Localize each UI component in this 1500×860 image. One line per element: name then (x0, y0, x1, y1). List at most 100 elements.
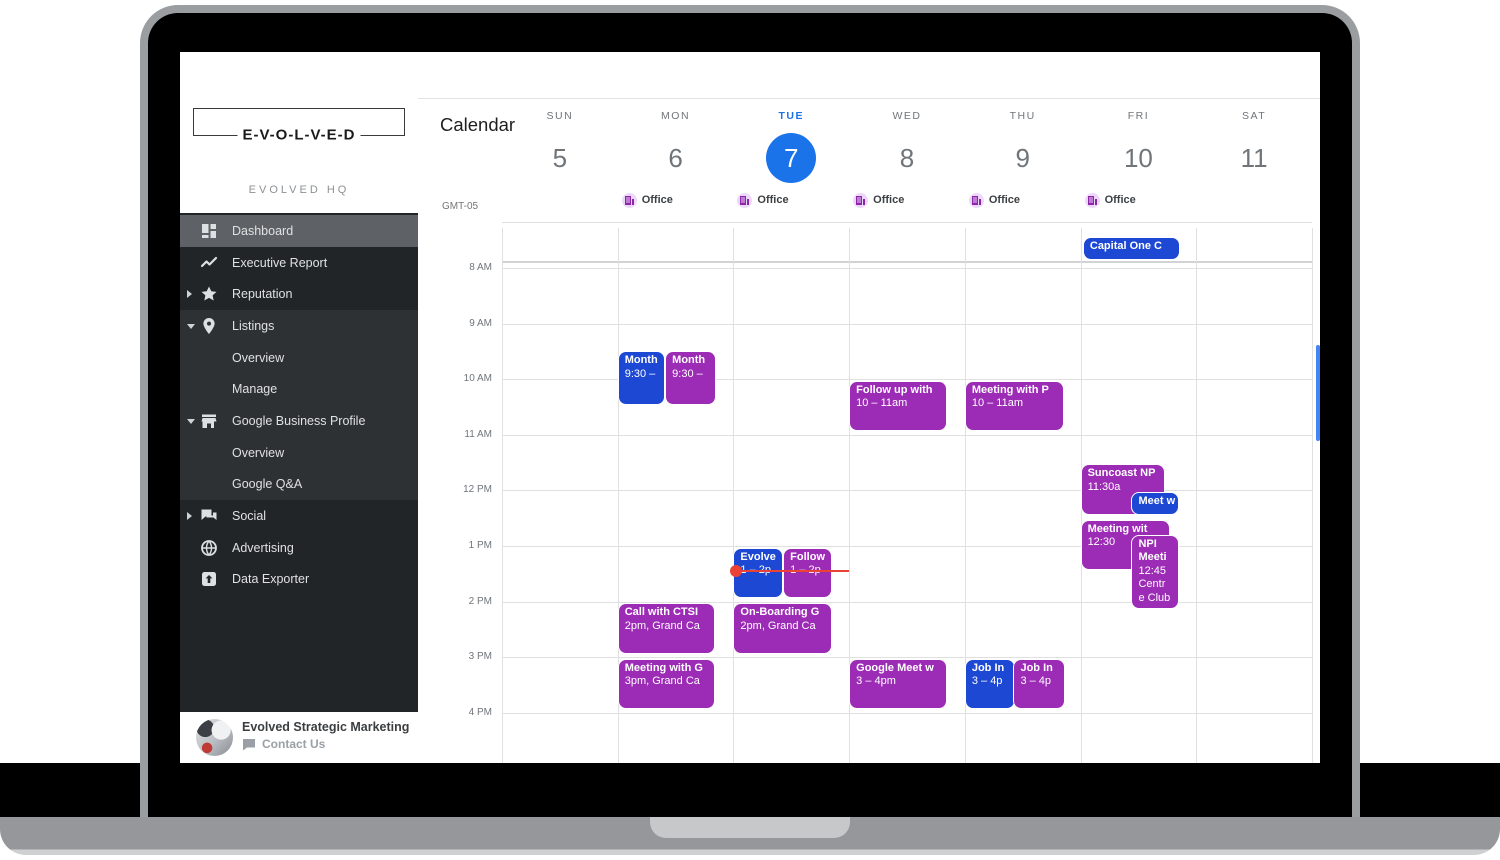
event-chip[interactable]: Suncoast NP 11:30a (1080, 464, 1166, 515)
chevron-right-icon[interactable] (187, 512, 192, 521)
sidebar-item-google-qa[interactable]: Google Q&A (180, 468, 418, 501)
sidebar-item-advertising[interactable]: Advertising (180, 532, 418, 564)
store-icon (201, 414, 217, 428)
event-time: 3pm, Grand Ca (624, 675, 700, 688)
event-chip[interactable]: Job In 3 – 4p (1013, 658, 1065, 710)
day-header-wed[interactable]: WED 8 (849, 110, 965, 200)
logo-text: E-V-O-L-V-E-D (237, 126, 361, 144)
sidebar-item-label: Social (232, 509, 267, 524)
time-label: 3 PM (468, 651, 492, 663)
sidebar-item-executive-report[interactable]: Executive Report (180, 247, 418, 279)
sidebar-item-reputation[interactable]: Reputation (180, 278, 418, 310)
event-chip[interactable]: Meeting with P 10 – 11am (964, 380, 1064, 432)
grid-column-line (733, 228, 735, 763)
sidebar-item-gbp-overview[interactable]: Overview (180, 436, 418, 469)
event-chip[interactable]: Evolve1 – 2p (733, 547, 784, 598)
event-chip[interactable]: Meeting with G 3pm, Grand Ca (617, 658, 716, 710)
logo-box: E-V-O-L-V-E-D (193, 108, 405, 144)
grid-column-line (964, 228, 966, 763)
event-title: NPI (1138, 537, 1157, 550)
event-title: Meeting with G (624, 661, 703, 674)
calendar-top-border (418, 98, 1320, 99)
event-chip[interactable]: On-Boarding G 2pm, Grand Ca (733, 603, 833, 654)
day-header-fri[interactable]: FRI 10 (1081, 110, 1197, 200)
day-header-thu[interactable]: THU 9 (965, 110, 1081, 200)
sidebar-item-listings-manage[interactable]: Manage (180, 373, 418, 406)
building-icon (853, 192, 869, 208)
sidebar-item-label: Data Exporter (232, 572, 310, 587)
day-number[interactable]: 6 (668, 143, 683, 173)
building-icon (621, 192, 637, 208)
event-chip[interactable]: Follow up with 10 – 11am (849, 380, 947, 432)
day-number[interactable]: 9 (1015, 143, 1030, 173)
event-title: Month (672, 354, 706, 367)
event-chip[interactable]: Follow1 – 2p (783, 547, 833, 598)
allday-event-label: Office (988, 194, 1021, 206)
sidebar-item-google-business-profile[interactable]: Google Business Profile (180, 405, 418, 437)
sidebar-item-data-exporter[interactable]: Data Exporter (180, 564, 418, 596)
contact-us-link[interactable]: Contact Us (242, 736, 409, 753)
event-chip[interactable]: Meet w (1131, 492, 1180, 515)
event-chip[interactable]: Month 9:30 – (617, 351, 666, 405)
event-chip[interactable]: Month 9:30 – (665, 351, 717, 405)
sidebar-item-listings[interactable]: Listings (180, 310, 418, 342)
building-icon (1084, 192, 1100, 208)
event-time: 9:30 – (624, 367, 656, 380)
calendar-widget: GMT-05 SUN 5 MON 6 Office TUE 7 Office WED 8 Offic… (418, 52, 1320, 763)
event-title: On-Boarding G (740, 606, 820, 619)
sidebar-item-dashboard[interactable]: Dashboard (180, 215, 418, 247)
grid-hour-line (502, 657, 1312, 659)
pin-icon (203, 317, 215, 334)
allday-event-office[interactable]: Office (621, 191, 673, 209)
allday-event-office[interactable]: Office (1084, 191, 1136, 209)
sidebar-item-label: Google Business Profile (232, 413, 366, 428)
sidebar-item-listings-overview[interactable]: Overview (180, 341, 418, 374)
laptop-base-notch (650, 817, 850, 838)
event-chip[interactable]: Job In 3 – 4p (964, 658, 1015, 710)
grid-column-line (617, 228, 619, 763)
building-icon (968, 192, 984, 208)
grid-hour-line (502, 490, 1312, 492)
event-title: Meet w (1138, 495, 1176, 508)
grid-hour-line (502, 712, 1312, 714)
sidebar-nav: Dashboard Executive Report Reputation Listi… (180, 215, 418, 595)
day-number[interactable]: 8 (899, 143, 915, 173)
allday-event-office[interactable]: Office (968, 191, 1021, 209)
grid-hour-line (502, 434, 1312, 436)
allday-event-label: Office (757, 194, 789, 206)
day-number[interactable]: 11 (1240, 143, 1268, 173)
day-header-sun[interactable]: SUN 5 (502, 110, 618, 200)
event-chip[interactable]: NPI Meeti 12:45 Centr e Club (1131, 534, 1180, 610)
star-icon (201, 286, 217, 301)
event-chip[interactable]: Capital One C (1082, 237, 1181, 261)
export-icon (202, 572, 216, 587)
sidebar-item-label: Manage (232, 382, 278, 397)
allday-event-office[interactable]: Office (853, 191, 904, 209)
event-title: Job In (971, 661, 1005, 674)
event-time: 2pm, Grand Ca (624, 619, 700, 632)
timezone-label: GMT-05 (442, 201, 479, 212)
day-number[interactable]: 7 (733, 132, 849, 184)
building-icon (737, 192, 753, 208)
chevron-right-icon[interactable] (187, 290, 192, 299)
event-chip[interactable]: Call with CTSI 2pm, Grand Ca (617, 603, 716, 654)
day-header-sat[interactable]: SAT 11 (1196, 110, 1312, 200)
chevron-down-icon[interactable] (187, 418, 195, 424)
day-number[interactable]: 10 (1123, 143, 1153, 173)
allday-event-office[interactable]: Office (737, 191, 789, 209)
sidebar-item-social[interactable]: Social (180, 500, 418, 532)
day-header-tue[interactable]: TUE 7 (733, 110, 849, 200)
scrollbar-thumb[interactable] (1316, 345, 1320, 441)
event-time: 12:45 (1138, 564, 1167, 577)
avatar (196, 719, 233, 756)
chevron-down-icon[interactable] (187, 323, 195, 329)
day-header-mon[interactable]: MON 6 (618, 110, 734, 200)
day-name: FRI (1127, 110, 1150, 122)
time-label: 8 AM (469, 262, 492, 273)
day-number[interactable]: 5 (552, 143, 568, 173)
event-title: Follow (790, 550, 825, 563)
grid-column-line (502, 228, 503, 763)
chart-icon (200, 256, 218, 267)
laptop-base (0, 817, 1500, 855)
